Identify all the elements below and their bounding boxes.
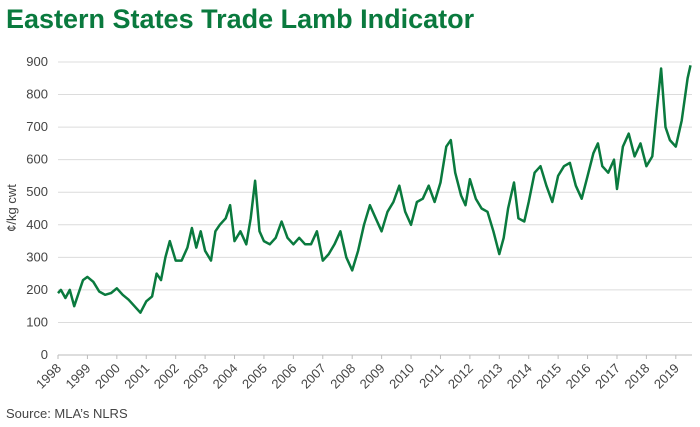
y-tick-label: 400 (26, 217, 48, 232)
x-tick-label: 2013 (474, 361, 505, 392)
x-tick-label: 2001 (121, 361, 152, 392)
x-tick-label: 1999 (62, 361, 93, 392)
y-tick-label: 800 (26, 87, 48, 102)
x-tick-label: 2011 (416, 361, 446, 391)
y-tick-label: 500 (26, 184, 48, 199)
y-tick-label: 300 (26, 249, 48, 264)
source: Source: MLA’s NLRS (6, 406, 128, 421)
x-tick-label: 2018 (621, 361, 652, 392)
y-tick-label: 700 (26, 119, 48, 134)
x-tick-label: 2019 (651, 361, 682, 392)
x-tick-label: 2008 (327, 361, 358, 392)
x-tick-label: 2007 (298, 361, 329, 392)
y-tick-label: 900 (26, 54, 48, 69)
y-tick-label: 0 (41, 347, 48, 362)
x-tick-label: 2009 (357, 361, 388, 392)
x-tick-label: 2002 (151, 361, 182, 392)
x-tick-label: 2004 (210, 361, 241, 392)
x-tick-label: 2005 (239, 361, 270, 392)
x-tick-label: 2015 (533, 361, 564, 392)
x-tick-label: 2006 (268, 361, 299, 392)
x-tick-label: 2003 (180, 361, 211, 392)
x-tick-label: 2016 (563, 361, 594, 392)
line (57, 65, 692, 314)
y-tick-label: 600 (26, 152, 48, 167)
y-axis-label: ¢/kg cwt (4, 184, 19, 232)
x-tick-label: 2012 (445, 361, 476, 392)
chart-title: Eastern States Trade Lamb Indicator (6, 4, 475, 34)
x-tick-label: 2014 (504, 361, 535, 392)
x-tick-label: 1998 (33, 361, 64, 392)
x-tick-label: 2000 (92, 361, 123, 392)
x-tick-label: 2017 (592, 361, 623, 392)
y-tick-label: 100 (26, 314, 48, 329)
x-tick-label: 2010 (386, 361, 417, 392)
y-tick-label: 200 (26, 282, 48, 297)
